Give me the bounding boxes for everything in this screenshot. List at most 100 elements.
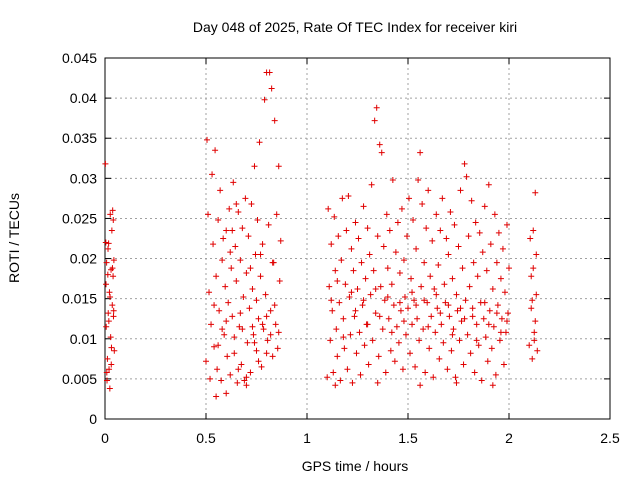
data-point	[110, 307, 117, 314]
data-point	[356, 329, 363, 336]
data-point	[223, 390, 230, 397]
y-tick-label: 0.025	[62, 210, 97, 226]
data-point	[449, 275, 456, 282]
y-tick-label: 0.015	[62, 291, 97, 307]
data-point	[207, 375, 214, 382]
data-point	[506, 265, 512, 272]
data-point	[106, 385, 113, 392]
data-point	[245, 233, 252, 240]
data-point	[247, 265, 254, 272]
data-point	[496, 337, 503, 344]
data-point	[457, 187, 464, 194]
data-point	[108, 344, 115, 351]
data-point	[528, 305, 535, 312]
data-point	[260, 326, 267, 333]
data-point	[348, 289, 355, 296]
data-point	[491, 211, 498, 218]
data-point	[223, 227, 230, 234]
data-point	[422, 369, 429, 376]
data-point	[224, 353, 231, 360]
data-point	[340, 334, 347, 341]
data-point	[531, 337, 538, 344]
data-point	[427, 273, 434, 280]
data-point	[485, 181, 492, 188]
x-tick-label: 1.5	[398, 430, 418, 446]
data-point	[500, 361, 507, 368]
data-point	[228, 265, 235, 272]
data-point	[213, 393, 220, 400]
data-point	[330, 369, 337, 376]
data-point	[501, 289, 508, 296]
data-point	[373, 104, 380, 111]
data-point	[215, 342, 222, 349]
y-tick-label: 0.005	[62, 371, 97, 387]
data-point	[469, 305, 476, 312]
data-point	[104, 271, 111, 278]
data-point	[398, 205, 405, 212]
x-tick-label: 2	[505, 430, 513, 446]
data-point	[256, 139, 263, 146]
data-point	[419, 201, 426, 208]
data-point	[534, 347, 541, 354]
data-point	[233, 278, 240, 285]
data-point	[415, 176, 422, 183]
data-point	[376, 141, 383, 148]
data-point	[230, 179, 237, 186]
data-point	[434, 305, 441, 312]
data-point	[269, 259, 276, 266]
data-point	[421, 259, 428, 266]
data-point	[495, 229, 502, 236]
data-point	[272, 321, 279, 328]
x-tick-label: 0.5	[196, 430, 216, 446]
data-point	[384, 294, 391, 301]
data-point	[484, 358, 491, 365]
data-point	[110, 313, 117, 320]
data-point	[102, 160, 109, 167]
data-point	[386, 227, 393, 234]
data-point	[253, 347, 260, 354]
data-point	[362, 275, 369, 282]
data-point	[447, 209, 454, 216]
data-point	[409, 289, 416, 296]
data-point	[243, 269, 250, 276]
data-point	[425, 323, 432, 330]
data-point	[413, 245, 420, 252]
data-point	[483, 267, 490, 274]
data-point	[529, 297, 536, 304]
data-point	[111, 347, 118, 354]
data-point	[374, 233, 381, 240]
x-tick-label: 1	[303, 430, 311, 446]
data-point	[334, 353, 341, 360]
data-point	[489, 286, 496, 293]
x-tick-label: 2.5	[600, 430, 620, 446]
data-point	[206, 289, 213, 296]
data-point	[234, 379, 241, 386]
data-point	[417, 149, 424, 156]
data-point	[474, 273, 481, 280]
data-point	[229, 227, 236, 234]
data-point	[489, 382, 496, 389]
data-point	[275, 329, 282, 336]
data-point	[337, 377, 344, 384]
data-point	[327, 337, 334, 344]
data-point	[445, 302, 452, 309]
data-point	[275, 163, 282, 170]
data-point	[395, 339, 402, 346]
data-point	[414, 315, 421, 322]
data-point	[424, 299, 431, 306]
data-point	[237, 310, 244, 317]
data-point	[333, 326, 340, 333]
data-point	[437, 310, 444, 317]
data-point	[384, 265, 391, 272]
data-point	[231, 334, 238, 341]
data-point	[328, 297, 335, 304]
data-point	[102, 239, 109, 246]
data-point	[274, 345, 281, 352]
data-point	[460, 361, 467, 368]
data-point	[450, 326, 457, 333]
data-point	[461, 315, 468, 322]
data-point	[227, 249, 234, 256]
y-tick-label: 0.035	[62, 130, 97, 146]
data-point	[369, 337, 376, 344]
data-point	[360, 297, 367, 304]
